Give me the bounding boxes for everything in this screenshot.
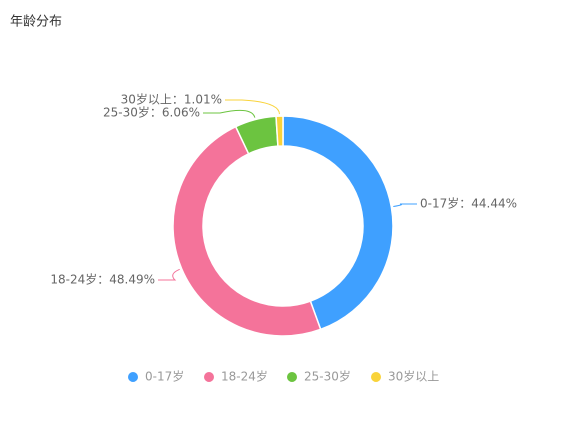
data-label: 25-30岁：6.06% [103,105,200,120]
chart-title: 年龄分布 [10,15,62,30]
leader-line [158,268,180,281]
legend-marker[interactable] [128,372,138,382]
legend-label[interactable]: 0-17岁 [145,369,184,384]
leader-line [225,99,280,115]
legend-marker[interactable] [371,372,381,382]
leader-line [393,203,417,208]
donut-segment [172,125,322,337]
leader-line [203,109,256,118]
data-label: 30岁以上：1.01% [121,92,222,107]
data-label: 18-24岁：48.49% [50,272,155,287]
legend-label[interactable]: 25-30岁 [304,369,351,384]
data-label: 0-17岁：44.44% [420,196,517,211]
donut-segment [282,115,394,331]
legend-marker[interactable] [287,372,297,382]
legend-label[interactable]: 30岁以上 [388,369,439,384]
donut-segment [275,115,284,147]
legend-label[interactable]: 18-24岁 [221,369,268,384]
legend-marker[interactable] [204,372,214,382]
